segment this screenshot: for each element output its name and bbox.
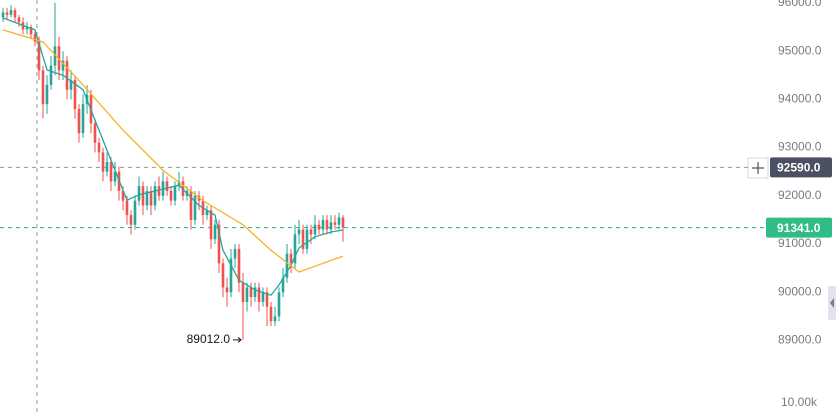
candle-body (105, 162, 109, 172)
candle-body (73, 80, 77, 109)
candle-body (25, 27, 29, 30)
candle-body (101, 152, 105, 172)
y-tick-label: 92000.0 (778, 188, 822, 202)
candle-body (317, 224, 321, 230)
candle-body (277, 292, 281, 317)
candle-body (289, 253, 293, 264)
candle-body (153, 186, 157, 206)
candle-body (121, 190, 125, 201)
crosshair-price-label: 92590.0 (777, 161, 821, 175)
y-tick-label: 96000.0 (778, 0, 822, 9)
candle-body (261, 292, 265, 302)
candle-body (245, 287, 249, 302)
y-tick-label: 91000.0 (778, 236, 822, 250)
candle-body (313, 224, 317, 235)
candle-body (165, 181, 169, 191)
candle-body (237, 248, 241, 283)
candle-body (341, 217, 345, 228)
candle-body (93, 123, 97, 143)
candle-body (53, 46, 57, 66)
candle-body (225, 287, 229, 293)
candle-body (249, 287, 253, 298)
candle-body (221, 263, 225, 288)
candle-body (293, 234, 297, 264)
candle-body (81, 104, 85, 134)
last-price-box (766, 217, 832, 238)
crosshair-price-box (770, 157, 832, 178)
candle-body (49, 65, 53, 85)
candle-body (149, 190, 153, 206)
candle-body (305, 229, 309, 249)
candle-body (69, 80, 73, 90)
candle-body (321, 219, 325, 230)
last-price-label: 91341.0 (777, 221, 821, 235)
candle-body (297, 229, 301, 235)
candle-body (141, 186, 145, 206)
candle-body (205, 210, 209, 216)
y-tick-label: 93000.0 (778, 140, 822, 154)
y-tick-label: 95000.0 (778, 43, 822, 57)
candle-body (209, 210, 213, 240)
candle-body (5, 12, 9, 15)
candle-body (281, 277, 285, 293)
candle-body (9, 10, 13, 15)
candle-body (177, 181, 181, 187)
candle-body (285, 253, 289, 278)
candle-body (13, 10, 17, 18)
candle-body (129, 215, 133, 225)
y-tick-label: 89000.0 (778, 333, 822, 347)
candle-body (137, 186, 141, 201)
candle-body (257, 287, 261, 302)
y-tick-label: 94000.0 (778, 92, 822, 106)
plus-icon (752, 162, 764, 174)
candle-body (61, 60, 65, 71)
candle-body (109, 162, 113, 182)
moving-average-line (2, 17, 344, 296)
candle-body (265, 292, 269, 307)
candle-body (17, 17, 21, 23)
candle-body (333, 222, 337, 225)
candle-body (145, 190, 149, 206)
candle-body (157, 186, 161, 196)
candle-body (65, 60, 69, 90)
candle-body (173, 186, 177, 201)
candle-body (337, 217, 341, 225)
candle-body (233, 248, 237, 259)
candle-body (37, 41, 41, 71)
candle-body (253, 287, 257, 298)
volume-tick-label: 10.00k (781, 395, 818, 409)
candle-body (273, 316, 277, 322)
candle-body (193, 195, 197, 220)
candle-body (45, 84, 49, 105)
candle-body (217, 224, 221, 264)
low-price-label: 89012.0 (187, 332, 231, 346)
candle-body (329, 222, 333, 230)
candle-body (29, 27, 33, 35)
candle-body (269, 306, 273, 322)
moving-average-line (2, 29, 344, 273)
candle-body (169, 190, 173, 201)
candle-body (325, 219, 329, 230)
candle-body (97, 142, 101, 153)
scroll-arrow (830, 298, 834, 308)
candle-body (309, 229, 313, 235)
candle-body (125, 200, 129, 216)
low-price-arrow (233, 337, 242, 343)
candle-body (213, 224, 217, 240)
candle-body (301, 229, 305, 249)
candle-body (41, 70, 45, 105)
candle-body (113, 171, 117, 182)
candle-body (241, 282, 245, 302)
candle-body (33, 34, 37, 42)
candle-body (229, 258, 233, 293)
candle-body (189, 190, 193, 220)
candle-body (133, 200, 137, 225)
y-tick-label: 90000.0 (778, 284, 822, 298)
candle-body (1, 12, 5, 18)
candle-body (77, 108, 81, 134)
